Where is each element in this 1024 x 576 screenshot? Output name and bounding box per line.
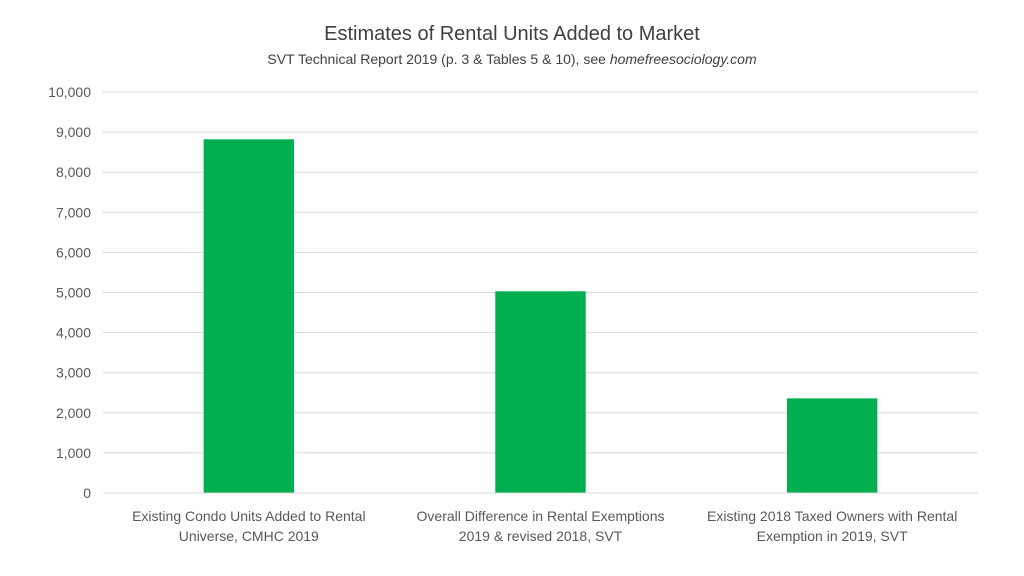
y-tick-label: 6,000	[56, 244, 91, 260]
bar	[786, 398, 878, 493]
x-category-label: Existing 2018 Taxed Owners with Rental Ex…	[707, 508, 957, 544]
y-tick-label: 5,000	[56, 285, 91, 301]
y-axis-tick-labels: 0 1,000 2,000 3,000 4,000 5,000 6,000 7,000 8,00…	[48, 84, 91, 501]
x-axis-category-labels: Existing Condo Units Added to Rental Univ…	[132, 508, 957, 544]
x-category-label-line: 2019 & revised 2018, SVT	[459, 528, 623, 544]
x-category-label-line: Existing 2018 Taxed Owners with Rental	[707, 508, 957, 524]
bars	[203, 139, 878, 493]
chart-subtitle-text: SVT Technical Report 2019 (p. 3 & Tables…	[267, 51, 609, 67]
x-category-label-line: Existing Condo Units Added to Rental	[132, 508, 365, 524]
y-tick-label: 2,000	[56, 405, 91, 421]
y-tick-label: 8,000	[56, 164, 91, 180]
chart-subtitle: SVT Technical Report 2019 (p. 3 & Tables…	[267, 51, 757, 67]
x-category-label-line: Overall Difference in Rental Exemptions	[417, 508, 665, 524]
x-category-label: Overall Difference in Rental Exemptions 2…	[417, 508, 665, 544]
y-tick-label: 4,000	[56, 325, 91, 341]
bar	[495, 291, 586, 493]
x-category-label-line: Exemption in 2019, SVT	[757, 528, 908, 544]
chart-title: Estimates of Rental Units Added to Marke…	[324, 23, 700, 45]
x-category-label-line: Universe, CMHC 2019	[179, 528, 319, 544]
y-tick-label: 0	[83, 485, 91, 501]
y-tick-label: 7,000	[56, 204, 91, 220]
x-category-label: Existing Condo Units Added to Rental Univ…	[132, 508, 365, 544]
y-tick-label: 3,000	[56, 365, 91, 381]
bar	[203, 139, 295, 493]
chart-subtitle-link: homefreesociology.com	[610, 51, 757, 67]
y-tick-label: 10,000	[48, 84, 91, 100]
y-tick-label: 1,000	[56, 445, 91, 461]
y-tick-label: 9,000	[56, 124, 91, 140]
